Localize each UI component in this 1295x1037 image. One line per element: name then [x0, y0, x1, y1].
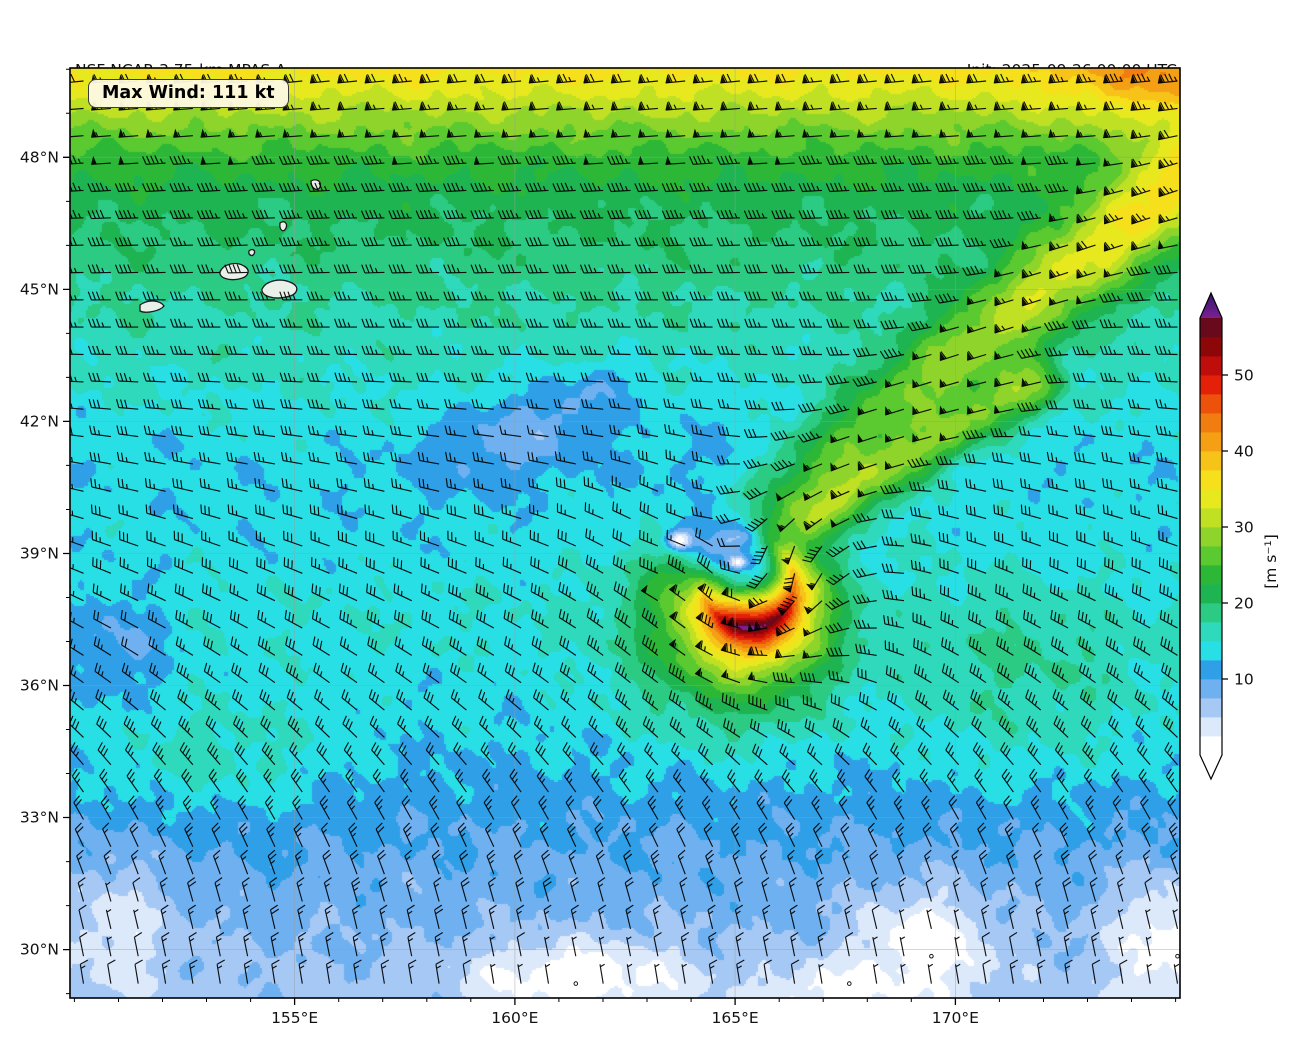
colorbar-segment	[1200, 337, 1222, 357]
colorbar-outline	[1199, 291, 1223, 781]
wind-barb-staffs	[70, 73, 1180, 984]
lat-tick-label: 30°N	[20, 941, 59, 959]
map-panel: Max Wind: 111 kt	[70, 68, 1180, 998]
island-coastline	[261, 279, 298, 299]
colorbar-segment	[1200, 698, 1222, 718]
colorbar-segment	[1200, 508, 1222, 528]
colorbar-segment	[1200, 527, 1222, 547]
colorbar-segment	[1200, 394, 1222, 414]
colorbar-segment	[1200, 660, 1222, 680]
colorbar-ticks	[1222, 374, 1228, 680]
colorbar-under-arrow	[1200, 755, 1222, 779]
colorbar-segment	[1200, 603, 1222, 623]
lon-tick-label: 160°E	[491, 1009, 538, 1027]
colorbar-segment	[1200, 318, 1222, 338]
colorbar-segment	[1200, 470, 1222, 490]
colorbar-segment	[1200, 489, 1222, 509]
island-coastline	[248, 248, 256, 257]
colorbar-segment	[1200, 413, 1222, 433]
colorbar-segment	[1200, 736, 1222, 756]
colorbar-unit-label: [m s⁻¹]	[1262, 534, 1280, 589]
map-overlay	[70, 68, 1180, 998]
colorbar-over-arrow	[1200, 293, 1222, 318]
lat-tick-label: 48°N	[20, 148, 59, 166]
colorbar-segment	[1200, 565, 1222, 585]
lon-tick-label: 155°E	[271, 1009, 318, 1027]
lat-tick-label: 42°N	[20, 412, 59, 430]
max-wind-badge: Max Wind: 111 kt	[88, 79, 289, 108]
colorbar-segment	[1200, 641, 1222, 661]
colorbar-segment	[1200, 622, 1222, 642]
lat-tick-label: 39°N	[20, 544, 59, 562]
colorbar-tick-label: 50	[1234, 367, 1254, 385]
colorbar-segment	[1200, 717, 1222, 737]
lon-tick-label: 165°E	[712, 1009, 759, 1027]
colorbar-tick-label: 40	[1234, 443, 1254, 461]
colorbar-segment	[1200, 356, 1222, 376]
lat-tick-label: 45°N	[20, 280, 59, 298]
island-coastline	[279, 221, 288, 232]
colorbar-segment	[1200, 546, 1222, 566]
colorbar-segment	[1200, 451, 1222, 471]
colorbar-segment	[1200, 375, 1222, 395]
colorbar-tick-label: 10	[1234, 671, 1254, 689]
colorbar-segment	[1200, 584, 1222, 604]
colorbar-tick-label: 30	[1234, 519, 1254, 537]
colorbar-segment	[1200, 679, 1222, 699]
lon-tick-label: 170°E	[932, 1009, 979, 1027]
lat-tick-label: 36°N	[20, 677, 59, 695]
colorbar-segment	[1200, 432, 1222, 452]
colorbar-tick-label: 20	[1234, 595, 1254, 613]
island-coastline	[139, 300, 165, 313]
lat-tick-label: 33°N	[20, 809, 59, 827]
colorbar: 10 20 30 40 50 [m s⁻¹]	[1199, 291, 1280, 781]
